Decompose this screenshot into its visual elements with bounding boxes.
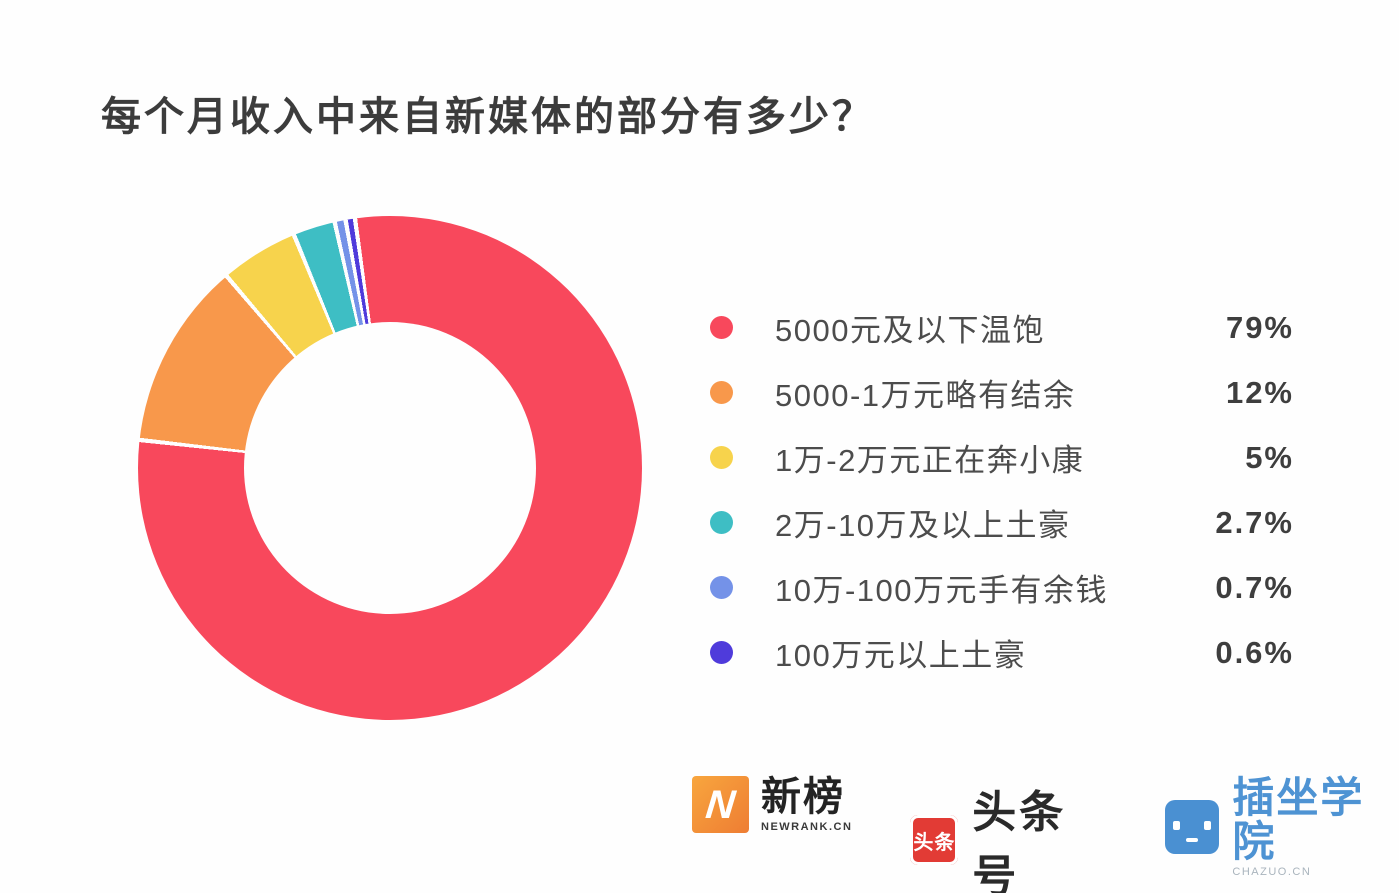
- legend-value: 12%: [1225, 374, 1294, 410]
- newrank-name: 新榜: [761, 775, 845, 819]
- legend-value: 5%: [1245, 439, 1294, 475]
- newrank-text: 新榜 NEWRANK.CN: [761, 776, 852, 833]
- newrank-n-icon: N: [692, 776, 749, 833]
- legend-dot-icon: [710, 576, 733, 599]
- chazuo-text: 插坐学院 CHAZUO.CN: [1232, 774, 1399, 879]
- legend-label: 5000元及以下温饱: [775, 313, 1045, 348]
- legend-label: 2万-10万及以上土豪: [775, 508, 1071, 543]
- donut-hole: [244, 322, 536, 614]
- legend-dot-icon: [710, 381, 733, 404]
- legend-dot-icon: [710, 446, 733, 469]
- legend-value: 79%: [1225, 309, 1294, 345]
- chazuo-url: CHAZUO.CN: [1232, 866, 1312, 879]
- toutiao-icon: 头条: [910, 815, 959, 865]
- legend-label: 10万-100万元手有余钱: [775, 573, 1109, 608]
- legend-dot-icon: [710, 511, 733, 534]
- legend-label: 1万-2万元正在奔小康: [775, 443, 1085, 478]
- chazuo-name: 插坐学院: [1232, 774, 1365, 866]
- toutiao-logo: 头条 头条号: [910, 776, 1107, 893]
- footer-logos: N 新榜 NEWRANK.CN 头条 头条号 插坐学院 CHAZUO.CN: [692, 774, 1399, 893]
- legend-value: 0.6%: [1215, 634, 1294, 670]
- legend-label: 5000-1万元略有结余: [775, 378, 1076, 413]
- chazuo-robot-icon: [1165, 800, 1220, 855]
- donut-chart: [138, 216, 642, 720]
- newrank-logo: N 新榜 NEWRANK.CN: [692, 776, 852, 833]
- legend-value: 0.7%: [1215, 569, 1294, 605]
- toutiao-name: 头条号: [972, 788, 1067, 893]
- chart-title: 每个月收入中来自新媒体的部分有多少？: [101, 95, 875, 139]
- chart-legend: 5000元及以下温饱 79% 5000-1万元略有结余 12% 1万-2万元正在…: [710, 295, 1294, 685]
- legend-dot-icon: [710, 316, 733, 339]
- legend-item: 10万-100万元手有余钱 0.7%: [710, 555, 1294, 620]
- legend-item: 5000-1万元略有结余 12%: [710, 360, 1294, 425]
- newrank-url: NEWRANK.CN: [761, 821, 853, 833]
- legend-dot-icon: [710, 641, 733, 664]
- legend-label: 100万元以上土豪: [775, 638, 1027, 673]
- legend-item: 1万-2万元正在奔小康 5%: [710, 425, 1294, 490]
- legend-item: 2万-10万及以上土豪 2.7%: [710, 490, 1294, 555]
- legend-item: 5000元及以下温饱 79%: [710, 295, 1294, 360]
- legend-value: 2.7%: [1215, 504, 1294, 540]
- chazuo-logo: 插坐学院 CHAZUO.CN: [1165, 774, 1399, 879]
- legend-item: 100万元以上土豪 0.6%: [710, 620, 1294, 685]
